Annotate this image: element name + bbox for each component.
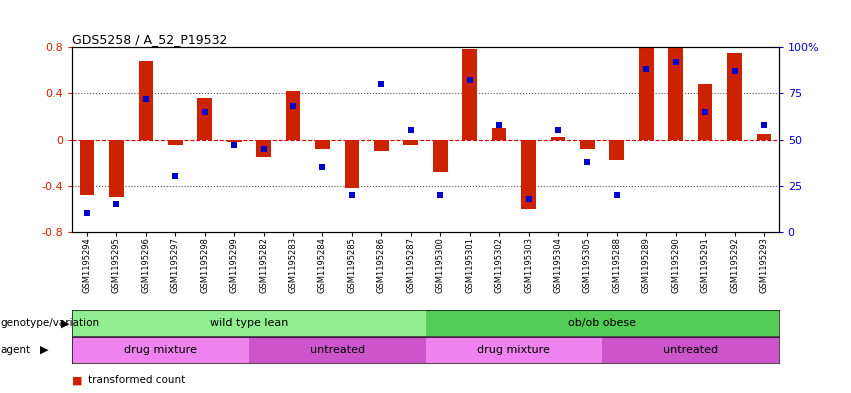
Bar — [433, 140, 448, 172]
Bar — [462, 50, 477, 140]
Bar — [109, 140, 124, 197]
Text: drug mixture: drug mixture — [124, 345, 197, 355]
Bar — [168, 140, 183, 145]
Bar — [403, 140, 418, 145]
Bar — [757, 134, 771, 140]
Bar — [227, 140, 242, 142]
Bar — [426, 337, 602, 363]
Text: agent: agent — [0, 345, 30, 355]
Bar — [727, 53, 742, 140]
Bar — [256, 140, 271, 157]
Bar — [698, 84, 712, 140]
Bar — [249, 337, 426, 363]
Bar — [72, 337, 248, 363]
Text: untreated: untreated — [310, 345, 365, 355]
Bar — [580, 140, 595, 149]
Bar — [286, 91, 300, 140]
Bar — [551, 137, 565, 140]
Bar — [602, 337, 779, 363]
Text: drug mixture: drug mixture — [477, 345, 551, 355]
Text: untreated: untreated — [663, 345, 718, 355]
Bar — [639, 45, 654, 140]
Bar — [374, 140, 389, 151]
Bar — [426, 310, 779, 336]
Bar — [521, 140, 536, 209]
Bar — [492, 128, 506, 140]
Text: transformed count: transformed count — [88, 375, 185, 386]
Bar — [345, 140, 359, 188]
Text: ▶: ▶ — [40, 345, 49, 355]
Bar — [609, 140, 624, 160]
Text: wild type lean: wild type lean — [209, 318, 288, 328]
Bar — [139, 61, 153, 140]
Text: genotype/variation: genotype/variation — [0, 318, 99, 328]
Text: GDS5258 / A_52_P19532: GDS5258 / A_52_P19532 — [72, 33, 228, 46]
Bar — [315, 140, 330, 149]
Bar — [197, 98, 212, 140]
Bar — [80, 140, 94, 195]
Text: ob/ob obese: ob/ob obese — [568, 318, 636, 328]
Bar — [72, 310, 426, 336]
Text: ▶: ▶ — [61, 318, 70, 328]
Text: ■: ■ — [72, 375, 83, 386]
Bar — [668, 41, 683, 140]
